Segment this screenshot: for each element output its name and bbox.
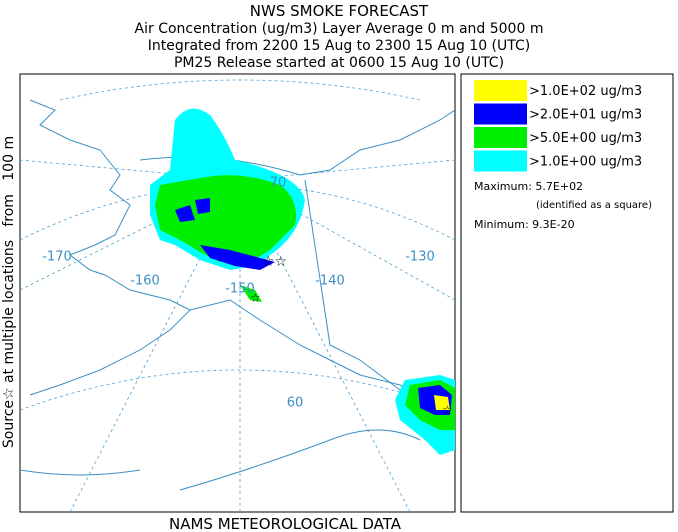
legend-note: (identified as a square) <box>536 200 652 211</box>
footer: NAMS METEOROLOGICAL DATA <box>169 515 402 532</box>
map-label: 70 <box>270 176 287 191</box>
plume <box>175 198 275 270</box>
subtitle: Integrated from 2200 15 Aug to 2300 15 A… <box>148 38 531 54</box>
source-stars: ☆ <box>250 291 261 305</box>
source-stars: ☆ <box>442 403 453 417</box>
legend-label: >1.0E+00 ug/m3 <box>529 155 642 170</box>
coastline <box>20 429 421 491</box>
legend-label: >1.0E+02 ug/m3 <box>529 84 642 99</box>
coastline <box>139 109 455 176</box>
legend-label: >2.0E+01 ug/m3 <box>529 108 642 123</box>
graticule <box>59 79 421 101</box>
legend-swatch <box>474 127 527 148</box>
legend-maximum: Maximum: 5.7E+02 <box>474 180 583 193</box>
plume <box>434 395 450 410</box>
map-label: -150 <box>225 282 255 297</box>
map-label: -170 <box>42 250 72 265</box>
side-label: Source☆ at multiple locations from 100 m <box>1 136 17 448</box>
legend-label: >5.0E+00 ug/m3 <box>529 131 642 146</box>
legend-minimum: Minimum: 9.3E-20 <box>474 218 575 231</box>
legend-swatch <box>474 103 527 125</box>
plume <box>240 285 262 302</box>
subtitle: Air Concentration (ug/m3) Layer Average … <box>135 21 544 37</box>
subtitle: PM25 Release started at 0600 15 Aug 10 (… <box>174 55 504 71</box>
graticule <box>20 159 455 512</box>
map-label: 60 <box>287 396 304 411</box>
legend: Maximum: 5.7E+02 (identified as a square… <box>460 73 674 513</box>
map-label: -130 <box>405 250 435 265</box>
graticule <box>20 369 455 411</box>
map-label: -140 <box>315 274 345 289</box>
plume <box>155 175 296 262</box>
map-label: -160 <box>130 274 160 289</box>
title: NWS SMOKE FORECAST <box>250 2 429 20</box>
legend-swatch <box>474 150 527 172</box>
source-stars: ☆☆ <box>262 254 287 270</box>
map: ☆☆ ☆ ☆ -170 -160 -150 -140 -130 70 60 <box>19 73 456 513</box>
legend-swatch <box>474 80 527 101</box>
